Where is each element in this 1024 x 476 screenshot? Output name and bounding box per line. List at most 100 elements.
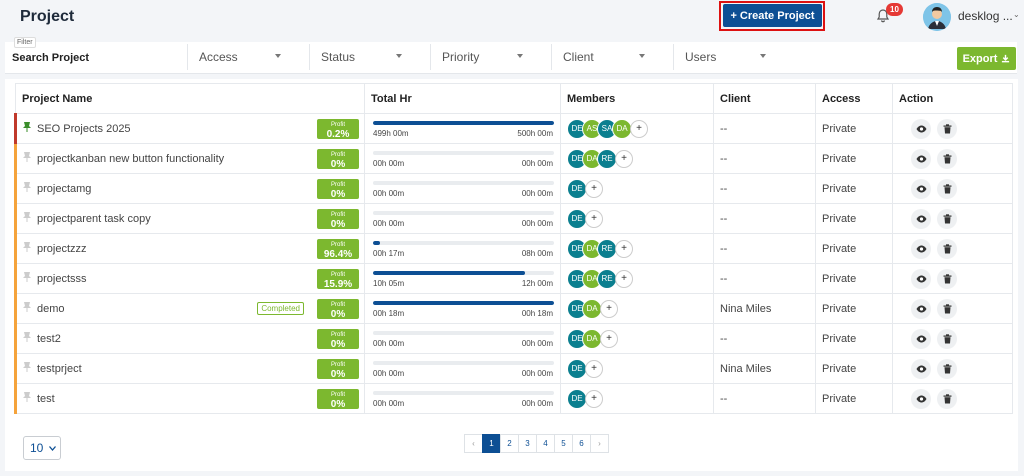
- pin-icon[interactable]: [23, 332, 33, 344]
- trash-icon[interactable]: [937, 328, 957, 349]
- client-filter-dropdown[interactable]: Client: [551, 44, 673, 70]
- users-filter-dropdown[interactable]: Users: [673, 44, 794, 70]
- table-row[interactable]: testprject Profit 0% 00h 00m 00h 00m DE + Nina …: [14, 353, 1013, 384]
- project-name-cell[interactable]: projectparent task copy Profit 0%: [14, 203, 365, 234]
- project-name[interactable]: test2: [37, 333, 61, 345]
- member-avatar[interactable]: DE: [567, 178, 587, 199]
- eye-icon[interactable]: [911, 388, 931, 409]
- plus-icon[interactable]: +: [600, 299, 618, 318]
- table-row[interactable]: SEO Projects 2025 Profit 0.2% 499h 00m 500h …: [14, 113, 1013, 144]
- create-project-button[interactable]: + Create Project: [723, 4, 822, 27]
- plus-icon[interactable]: +: [585, 359, 603, 378]
- table-row[interactable]: projectparent task copy Profit 0% 00h 00m 00…: [14, 203, 1013, 234]
- project-name[interactable]: projectsss: [37, 273, 87, 285]
- project-name-cell[interactable]: projectzzz Profit 96.4%: [14, 233, 365, 264]
- eye-icon[interactable]: [911, 328, 931, 349]
- member-avatar[interactable]: DA: [582, 298, 602, 319]
- trash-icon[interactable]: [937, 178, 957, 199]
- plus-icon[interactable]: +: [600, 329, 618, 348]
- plus-icon[interactable]: +: [615, 269, 633, 288]
- pin-icon[interactable]: [23, 122, 33, 134]
- pin-icon[interactable]: [23, 212, 33, 224]
- table-row[interactable]: demo Completed Profit 0% 00h 18m 00h 18m DE DA +…: [14, 293, 1013, 324]
- pin-icon[interactable]: [23, 242, 33, 254]
- bell-icon[interactable]: [875, 8, 891, 24]
- plus-icon[interactable]: +: [615, 239, 633, 258]
- member-avatar[interactable]: DA: [582, 328, 602, 349]
- column-project-name[interactable]: Project Name: [15, 83, 365, 114]
- member-avatar[interactable]: DA: [582, 148, 602, 169]
- access-filter-dropdown[interactable]: Access: [187, 44, 309, 70]
- priority-filter-dropdown[interactable]: Priority: [430, 44, 551, 70]
- user-avatar[interactable]: [923, 3, 951, 31]
- pin-icon[interactable]: [23, 272, 33, 284]
- status-filter-dropdown[interactable]: Status: [309, 44, 430, 70]
- member-avatar[interactable]: DE: [567, 388, 587, 409]
- project-name-cell[interactable]: projectsss Profit 15.9%: [14, 263, 365, 294]
- search-project-input[interactable]: [12, 48, 187, 68]
- trash-icon[interactable]: [937, 238, 957, 259]
- table-row[interactable]: test2 Profit 0% 00h 00m 00h 00m DE DA + -- Privat…: [14, 323, 1013, 354]
- project-name[interactable]: projectzzz: [37, 243, 87, 255]
- eye-icon[interactable]: [911, 148, 931, 169]
- eye-icon[interactable]: [911, 118, 931, 139]
- project-name-cell[interactable]: projectkanban new button functionality Pr…: [14, 143, 365, 174]
- pin-icon[interactable]: [23, 182, 33, 194]
- pagination-page-1[interactable]: 1: [482, 434, 501, 453]
- table-row[interactable]: projectsss Profit 15.9% 10h 05m 12h 00m DE DA R…: [14, 263, 1013, 294]
- member-avatar[interactable]: DE: [567, 358, 587, 379]
- eye-icon[interactable]: [911, 358, 931, 379]
- trash-icon[interactable]: [937, 118, 957, 139]
- member-avatar[interactable]: DE: [567, 208, 587, 229]
- pagination-page-6[interactable]: 6: [572, 434, 591, 453]
- project-name-cell[interactable]: SEO Projects 2025 Profit 0.2%: [14, 113, 365, 144]
- plus-icon[interactable]: +: [585, 389, 603, 408]
- per-page-select[interactable]: 10: [23, 436, 61, 460]
- plus-icon[interactable]: +: [585, 209, 603, 228]
- pagination-page-5[interactable]: 5: [554, 434, 573, 453]
- pin-icon[interactable]: [23, 362, 33, 374]
- pin-icon[interactable]: [23, 302, 33, 314]
- trash-icon[interactable]: [937, 298, 957, 319]
- project-name-cell[interactable]: test Profit 0%: [14, 383, 365, 414]
- eye-icon[interactable]: [911, 178, 931, 199]
- project-name[interactable]: projectamg: [37, 183, 92, 195]
- project-name[interactable]: projectparent task copy: [37, 213, 151, 225]
- project-name[interactable]: test: [37, 393, 55, 405]
- eye-icon[interactable]: [911, 238, 931, 259]
- column-total-hr[interactable]: Total Hr: [364, 83, 561, 114]
- table-row[interactable]: projectkanban new button functionality Pr…: [14, 143, 1013, 174]
- member-avatar[interactable]: RE: [597, 148, 617, 169]
- trash-icon[interactable]: [937, 208, 957, 229]
- eye-icon[interactable]: [911, 208, 931, 229]
- plus-icon[interactable]: +: [585, 179, 603, 198]
- eye-icon[interactable]: [911, 268, 931, 289]
- pin-icon[interactable]: [23, 152, 33, 164]
- export-button[interactable]: Export: [957, 47, 1016, 70]
- project-name[interactable]: testprject: [37, 363, 82, 375]
- trash-icon[interactable]: [937, 358, 957, 379]
- member-avatar[interactable]: RE: [597, 238, 617, 259]
- plus-icon[interactable]: +: [615, 149, 633, 168]
- pagination-page-4[interactable]: 4: [536, 434, 555, 453]
- trash-icon[interactable]: [937, 388, 957, 409]
- eye-icon[interactable]: [911, 298, 931, 319]
- project-name[interactable]: projectkanban new button functionality: [37, 153, 225, 165]
- pin-icon[interactable]: [23, 392, 33, 404]
- project-name-cell[interactable]: projectamg Profit 0%: [14, 173, 365, 204]
- project-name[interactable]: demo: [37, 303, 65, 315]
- pagination-prev[interactable]: ‹: [464, 434, 483, 453]
- pagination-page-3[interactable]: 3: [518, 434, 537, 453]
- member-avatar[interactable]: AS: [582, 118, 602, 139]
- member-avatar[interactable]: RE: [597, 268, 617, 289]
- pagination-next[interactable]: ›: [590, 434, 609, 453]
- trash-icon[interactable]: [937, 148, 957, 169]
- pagination-page-2[interactable]: 2: [500, 434, 519, 453]
- table-row[interactable]: test Profit 0% 00h 00m 00h 00m DE + -- Private: [14, 383, 1013, 414]
- member-avatar[interactable]: DA: [612, 118, 632, 139]
- project-name-cell[interactable]: testprject Profit 0%: [14, 353, 365, 384]
- project-name-cell[interactable]: demo Completed Profit 0%: [14, 293, 365, 324]
- chevron-down-icon[interactable]: ⌄: [1013, 10, 1020, 19]
- table-row[interactable]: projectzzz Profit 96.4% 00h 17m 08h 00m DE DA R…: [14, 233, 1013, 264]
- project-name-cell[interactable]: test2 Profit 0%: [14, 323, 365, 354]
